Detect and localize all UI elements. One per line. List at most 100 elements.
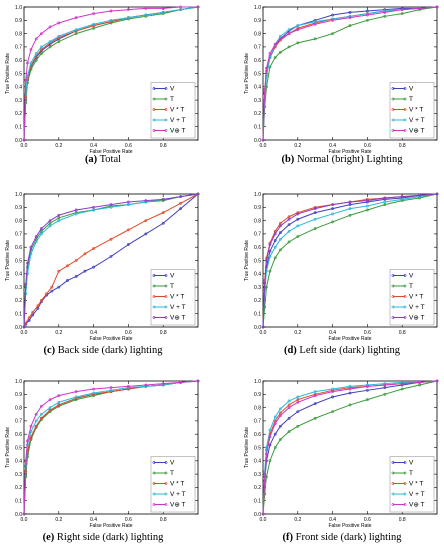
- series-point: [126, 203, 130, 207]
- legend-marker: [391, 118, 395, 122]
- series-point: [57, 213, 61, 217]
- legend-label: V: [409, 86, 414, 93]
- y-tick-label: 0.9: [254, 205, 261, 211]
- legend-marker: [152, 503, 156, 506]
- legend-box: [150, 456, 196, 513]
- series-point: [26, 261, 29, 265]
- series-point: [263, 475, 267, 479]
- y-tick-label: 0.2: [15, 485, 22, 491]
- y-tick-label: 0.0: [254, 138, 261, 144]
- y-tick-label: 0.7: [15, 232, 22, 238]
- legend-marker: [403, 129, 407, 132]
- series-point: [287, 416, 291, 420]
- series-point: [331, 13, 335, 17]
- legend-label: T: [409, 96, 413, 103]
- y-tick-label: 0.5: [254, 258, 261, 264]
- series-point: [22, 325, 26, 329]
- series-point: [57, 403, 61, 407]
- legend-marker: [152, 461, 156, 464]
- series-point: [57, 21, 61, 25]
- series-point: [74, 275, 78, 278]
- y-tick-label: 0.5: [15, 445, 22, 451]
- series-point: [40, 412, 43, 416]
- legend-box: [389, 269, 435, 326]
- series-line: [262, 6, 438, 141]
- y-tick-label: 0.2: [15, 111, 22, 117]
- series-point: [57, 219, 61, 223]
- series-point: [31, 313, 35, 317]
- series-point: [144, 6, 148, 10]
- legend-label: V⊕ T: [170, 128, 185, 135]
- series-point: [48, 406, 52, 410]
- legend-label: T: [170, 96, 174, 103]
- series-point: [331, 212, 335, 216]
- x-tick-label: 0.2: [55, 330, 62, 336]
- series-point: [263, 281, 267, 285]
- series-point: [40, 416, 43, 420]
- series-point: [400, 195, 404, 199]
- series-point: [418, 383, 422, 387]
- series-point: [400, 387, 404, 391]
- legend-marker: [403, 274, 407, 277]
- series-point: [348, 403, 352, 407]
- y-tick-label: 0.4: [15, 272, 22, 278]
- legend-marker: [391, 305, 395, 309]
- y-tick-label: 0.1: [15, 312, 22, 318]
- series-point: [265, 259, 268, 262]
- y-tick-label: 0.3: [254, 472, 261, 478]
- series-point: [348, 391, 352, 395]
- series-point: [40, 32, 43, 36]
- x-tick-label: 0.8: [399, 517, 406, 523]
- legend-marker: [152, 118, 156, 122]
- legend-label: V⊕ T: [409, 502, 424, 509]
- series-point: [26, 61, 29, 65]
- x-tick-label: 0.4: [90, 330, 97, 336]
- legend-label: V⊕ T: [170, 502, 185, 509]
- y-tick-label: 0.4: [254, 85, 261, 91]
- series-point: [27, 316, 31, 320]
- series-point: [296, 224, 300, 228]
- series-point: [48, 219, 52, 223]
- y-tick-label: 0.8: [254, 218, 261, 224]
- series-point: [278, 50, 282, 54]
- series-point: [34, 412, 38, 416]
- roc-chart-panel: 0.0 0.1 0.2 0.3 0.4 0.5 0.6 0.7 0.8 0.9 1.0 0.0 0.2 0…: [5, 192, 200, 356]
- series-point: [268, 428, 272, 432]
- caption-letter: (b): [281, 154, 294, 165]
- legend-label: V + T: [170, 304, 186, 311]
- series-line: [262, 380, 438, 515]
- series-point: [348, 207, 352, 211]
- x-tick-label: 0.4: [329, 517, 336, 523]
- series-point: [48, 25, 52, 29]
- series-line: [23, 193, 199, 328]
- x-tick-label: 0.4: [329, 330, 336, 336]
- legend-marker: [403, 284, 407, 288]
- series-point: [296, 398, 300, 402]
- y-tick-label: 1.0: [254, 379, 261, 385]
- series-line: [262, 193, 438, 328]
- series-point: [383, 196, 387, 200]
- legend-label: V * T: [409, 481, 423, 488]
- series-point: [278, 37, 282, 41]
- legend-box: [389, 82, 435, 139]
- series-point: [296, 24, 300, 28]
- series-point: [268, 269, 272, 273]
- series-point: [383, 200, 387, 204]
- y-tick-label: 0.6: [254, 245, 261, 251]
- series-point: [74, 212, 78, 216]
- series-point: [196, 192, 200, 196]
- series-point: [161, 382, 165, 386]
- legend-marker: [164, 274, 168, 277]
- series-point: [273, 422, 277, 425]
- series-point: [383, 10, 387, 14]
- legend-box: [389, 456, 435, 513]
- series-point: [179, 201, 183, 205]
- x-tick-label: 0.6: [364, 330, 371, 336]
- x-tick-label: 0.0: [260, 517, 267, 523]
- legend-label: V: [409, 460, 414, 467]
- series-line: [23, 380, 199, 515]
- legend-label: V * T: [170, 107, 184, 114]
- caption-text: Front side (dark) lighting: [293, 532, 402, 543]
- series-point: [313, 394, 317, 398]
- x-tick-label: 0.2: [55, 143, 62, 149]
